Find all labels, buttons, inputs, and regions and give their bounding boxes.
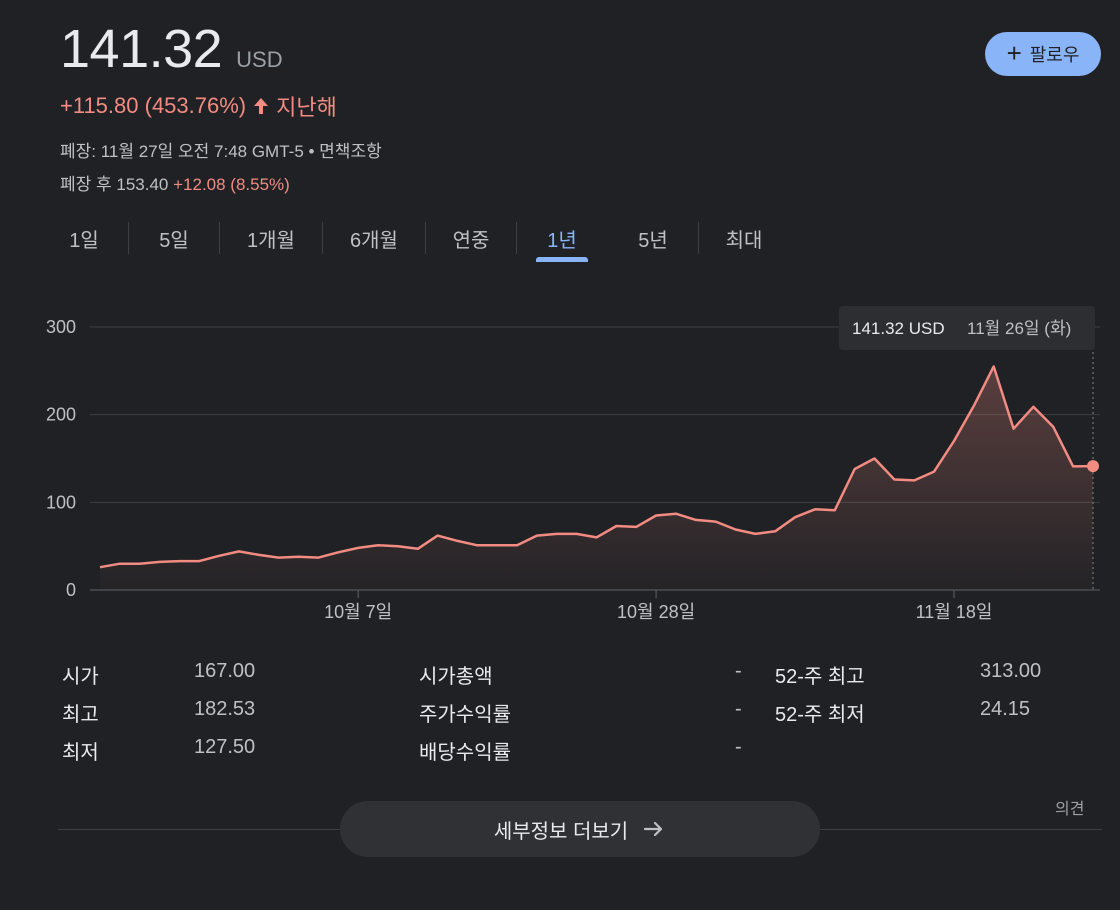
price-area bbox=[100, 366, 1093, 590]
y-tick-label: 300 bbox=[46, 317, 76, 337]
stat-market-cap-value: - bbox=[735, 660, 742, 682]
tooltip-date: 11월 26일 (화) bbox=[967, 319, 1071, 338]
stat-high-value: 182.53 bbox=[194, 698, 256, 720]
arrow-right-icon bbox=[644, 821, 663, 837]
after-hours-change: +12.08 (8.55%) bbox=[173, 175, 290, 194]
stat-52w-high-label: 52-주 최고 bbox=[775, 666, 865, 688]
y-tick-label: 100 bbox=[46, 492, 76, 512]
stat-52w-high-value: 313.00 bbox=[980, 660, 1042, 682]
stat-open-value: 167.00 bbox=[194, 660, 256, 682]
change-value: +115.80 (453.76%) bbox=[60, 93, 247, 118]
closed-info: 폐장: 11월 27일 오전 7:48 GMT-5 • 면책조항 bbox=[60, 142, 382, 161]
tab-max[interactable]: 최대 bbox=[725, 229, 763, 252]
tooltip-box bbox=[839, 306, 1095, 350]
stat-pe-value: - bbox=[735, 698, 742, 720]
follow-button-label: 팔로우 bbox=[1029, 45, 1080, 65]
stat-52w-low-value: 24.15 bbox=[980, 698, 1031, 720]
stat-open-label: 시가 bbox=[62, 666, 99, 688]
after-hours: 폐장 후 153.40 +12.08 (8.55%) bbox=[60, 170, 290, 195]
more-details-label: 세부정보 더보기 bbox=[493, 820, 629, 843]
stat-low-value: 127.50 bbox=[194, 736, 256, 758]
stat-52w-low-label: 52-주 최저 bbox=[775, 704, 865, 726]
price-line bbox=[99, 365, 1094, 569]
tab-ytd[interactable]: 연중 bbox=[452, 229, 490, 252]
tab-5d[interactable]: 5일 bbox=[159, 229, 189, 252]
tab-1y[interactable]: 1년 bbox=[517, 220, 607, 256]
x-tick-label: 11월 18일 bbox=[916, 602, 993, 622]
current-point-dot bbox=[1087, 460, 1099, 473]
price-change: +115.80 (453.76%) 지난해 bbox=[60, 90, 337, 122]
stat-high-label: 최고 bbox=[62, 704, 99, 726]
plus-icon: + bbox=[1006, 38, 1022, 68]
tab-5y[interactable]: 5년 bbox=[638, 229, 668, 252]
feedback-link[interactable]: 의견 bbox=[1055, 801, 1085, 818]
tab-divider bbox=[322, 222, 323, 254]
x-tick-label: 10월 7일 bbox=[324, 602, 392, 622]
stat-dividend-value: - bbox=[735, 736, 742, 758]
change-period: 지난해 bbox=[276, 95, 337, 120]
y-tick-label: 0 bbox=[66, 580, 76, 600]
tooltip-price: 141.32 USD bbox=[852, 319, 945, 338]
price-row: 141.32 USD bbox=[60, 18, 283, 80]
tab-divider bbox=[128, 222, 129, 254]
tab-divider bbox=[698, 222, 699, 254]
stat-market-cap-label: 시가총액 bbox=[419, 666, 493, 688]
tab-divider bbox=[425, 222, 426, 254]
stats-table: 시가 167.00 최고 182.53 최저 127.50 시가총액 - 주가수… bbox=[62, 660, 1102, 780]
arrow-up-icon bbox=[254, 98, 269, 114]
after-hours-label: 폐장 후 153.40 bbox=[60, 175, 169, 194]
tab-1d[interactable]: 1일 bbox=[69, 229, 99, 252]
y-tick-label: 200 bbox=[46, 405, 76, 425]
follow-button[interactable]: + 팔로우 bbox=[985, 32, 1101, 76]
stat-dividend-label: 배당수익률 bbox=[419, 742, 511, 764]
currency-label: USD bbox=[236, 47, 283, 72]
current-price: 141.32 bbox=[60, 19, 223, 79]
tab-6m[interactable]: 6개월 bbox=[350, 229, 398, 252]
stat-pe-label: 주가수익률 bbox=[419, 704, 511, 726]
range-tabs: 1일 5일 1개월 6개월 연중 1년 5년 최대 bbox=[58, 220, 789, 256]
x-tick-label: 10월 28일 bbox=[617, 602, 695, 622]
tab-1m[interactable]: 1개월 bbox=[247, 229, 295, 252]
price-chart[interactable]: 0 100 200 300 10월 7일 10월 28일 11월 18일 141.32 USD… bbox=[0, 300, 1120, 640]
stat-low-label: 최저 bbox=[62, 742, 99, 764]
more-details-button[interactable]: 세부정보 더보기 bbox=[340, 801, 820, 857]
tab-divider bbox=[219, 222, 220, 254]
